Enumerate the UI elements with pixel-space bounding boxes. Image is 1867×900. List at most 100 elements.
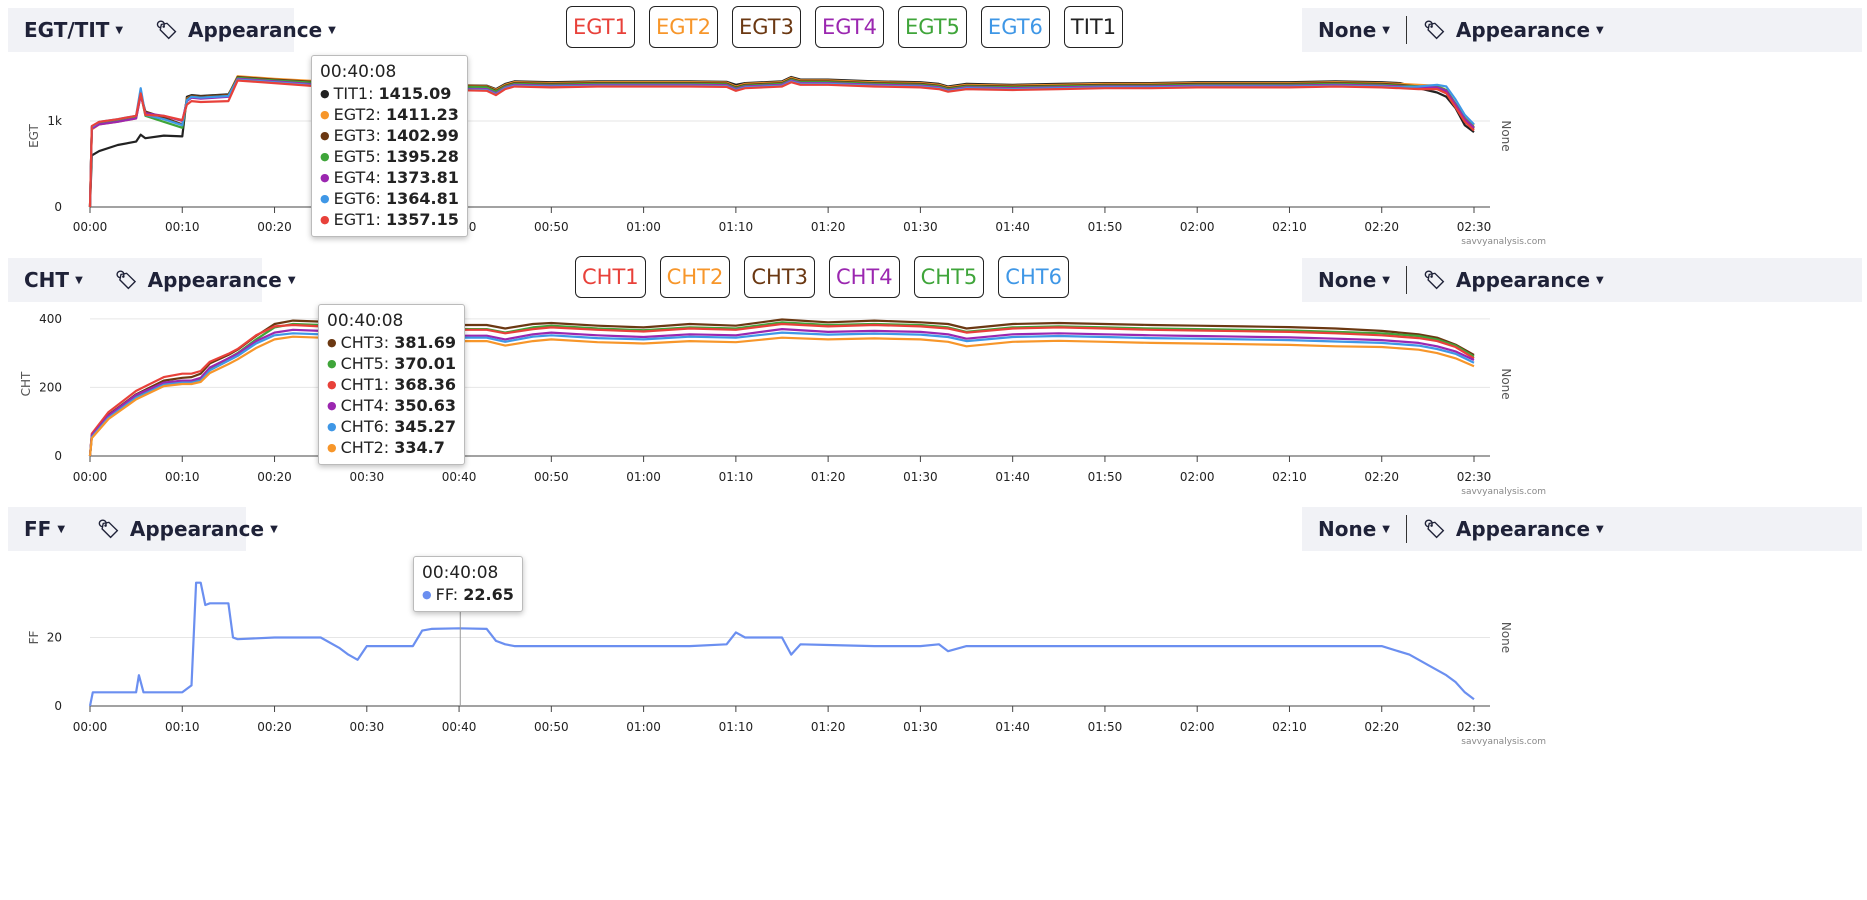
series-dot-icon: ● — [320, 150, 330, 163]
chevron-down-icon: ▼ — [1596, 24, 1604, 36]
chevron-down-icon: ▼ — [1382, 274, 1390, 286]
cht-toggle-cht2[interactable]: CHT2 — [659, 256, 731, 298]
x-tick-label: 00:00 — [73, 220, 108, 234]
ff-panel: FF ▼ 🏷 Appearance ▼ None ▼ 🏷 Appearance ▼ 0 20 0… — [0, 499, 1867, 799]
ff-left-controls: FF ▼ 🏷 Appearance ▼ — [8, 507, 278, 551]
tooltip-row: ● EGT6: 1364.81 — [320, 189, 459, 208]
tooltip-series-value: 334.7 — [394, 438, 445, 457]
x-tick-label: 00:50 — [534, 470, 569, 484]
ff-appearance-dropdown[interactable]: 🏷 Appearance ▼ — [81, 517, 294, 541]
tooltip-series-value: 1395.28 — [385, 147, 459, 166]
x-tick-label: 00:30 — [350, 470, 385, 484]
x-tick-label: 01:10 — [719, 470, 754, 484]
series-line-egt6 — [88, 78, 1475, 208]
tooltip-series-name: EGT6 — [333, 189, 376, 208]
series-dot-icon: ● — [320, 129, 330, 142]
tooltip-row: ● CHT5: 370.01 — [327, 354, 456, 373]
cht-chart[interactable]: 0 200 400 00:00 00:10 00:20 00:30 00:40 00:50 01:… — [0, 250, 1867, 550]
tooltip-row: ● TIT1: 1415.09 — [320, 84, 452, 103]
series-dot-icon: ● — [422, 588, 432, 601]
right-axis-title: None — [1499, 622, 1513, 653]
cht-toggle-cht3[interactable]: CHT3 — [744, 256, 815, 298]
series-dot-icon: ● — [327, 357, 337, 370]
cht-toggle-cht6[interactable]: CHT6 — [998, 256, 1069, 298]
tag-icon: 🏷 — [97, 518, 120, 540]
egt-series-dropdown[interactable]: EGT/TIT ▼ — [8, 18, 139, 42]
chevron-down-icon: ▼ — [328, 24, 336, 36]
x-tick-label: 00:20 — [257, 720, 292, 734]
tooltip-time: 00:40:08 — [320, 62, 397, 82]
tooltip-series-value: 1411.23 — [385, 105, 459, 124]
tooltip-series-name: CHT4 — [340, 396, 384, 415]
series-line-egt4 — [88, 77, 1475, 208]
chevron-down-icon: ▼ — [1596, 523, 1604, 535]
ff-series-dropdown[interactable]: FF ▼ — [8, 517, 81, 541]
egt-appearance-dropdown[interactable]: 🏷 Appearance ▼ — [139, 18, 352, 42]
tooltip-series-value: 1373.81 — [385, 168, 459, 187]
tooltip-series-name: CHT5 — [340, 354, 384, 373]
egt-panel: EGT/TIT ▼ 🏷 Appearance ▼ EGT1 EGT2 EGT3 EGT4 EG… — [0, 0, 1867, 300]
series-line-cht1 — [88, 322, 1475, 457]
cht-appearance-dropdown[interactable]: 🏷 Appearance ▼ — [99, 268, 312, 292]
egt-toggle-egt1[interactable]: EGT1 — [566, 6, 635, 48]
series-line-egt1 — [88, 79, 1475, 208]
series-line-egt2 — [88, 75, 1475, 208]
egt-toggle-egt6[interactable]: EGT6 — [980, 6, 1050, 48]
x-tick-label: 02:20 — [1364, 220, 1399, 234]
x-tick-label: 02:20 — [1364, 470, 1399, 484]
tag-icon: 🏷 — [1422, 518, 1446, 540]
egt-toggle-egt4[interactable]: EGT4 — [814, 6, 884, 48]
series-dot-icon: ● — [327, 336, 337, 349]
egt-toggle-tit1[interactable]: TIT1 — [1063, 6, 1124, 48]
x-tick-label: 01:40 — [995, 220, 1030, 234]
tooltip-series-name: FF — [435, 585, 453, 604]
tooltip-row: ● CHT3: 381.69 — [327, 333, 456, 352]
tooltip-series-name: EGT5 — [333, 147, 376, 166]
x-tick-label: 01:20 — [811, 470, 846, 484]
x-tick-label: 02:10 — [1272, 720, 1307, 734]
x-tick-label: 01:30 — [903, 720, 938, 734]
series-line-cht6 — [88, 331, 1475, 457]
cht-toggle-cht1[interactable]: CHT1 — [575, 256, 646, 298]
ff-right-appearance-dropdown[interactable]: 🏷 Appearance ▼ — [1407, 517, 1620, 541]
cht-right-axis-dropdown[interactable]: None ▼ — [1302, 268, 1406, 292]
x-tick-label: 02:30 — [1457, 470, 1492, 484]
egt-series-dropdown-label: EGT/TIT — [24, 18, 110, 42]
cht-toggle-cht5[interactable]: CHT5 — [913, 256, 985, 298]
ff-right-axis-dropdown[interactable]: None ▼ — [1302, 517, 1406, 541]
series-line-cht3 — [88, 318, 1475, 457]
chevron-down-icon: ▼ — [57, 523, 66, 535]
chevron-down-icon: ▼ — [1596, 274, 1604, 286]
cht-right-axis-label: None — [1318, 268, 1377, 292]
credit-text: savvyanalysis.com — [1461, 487, 1546, 497]
egt-appearance-label: Appearance — [187, 18, 323, 42]
x-tick-label: 01:50 — [1088, 470, 1123, 484]
cht-series-dropdown-label: CHT — [24, 268, 70, 292]
y-tick-label: 400 — [39, 312, 62, 326]
cht-right-appearance-dropdown[interactable]: 🏷 Appearance ▼ — [1407, 268, 1620, 292]
tag-icon: 🏷 — [155, 19, 178, 41]
series-dot-icon: ● — [320, 87, 330, 100]
cht-series-toggles: CHT1 CHT2 CHT3 CHT4 CHT5 CHT6 — [575, 256, 1069, 298]
series-line-egt3 — [88, 75, 1475, 208]
ff-chart[interactable]: 0 20 00:00 00:10 00:20 00:30 00:40 00:50 01:00 01… — [0, 499, 1867, 799]
cht-toggle-cht4[interactable]: CHT4 — [828, 256, 900, 298]
chevron-down-icon: ▼ — [1382, 523, 1390, 535]
egt-toggle-egt5[interactable]: EGT5 — [897, 6, 967, 48]
tooltip-series-name: EGT4 — [333, 168, 376, 187]
x-tick-label: 02:20 — [1364, 720, 1399, 734]
y-tick-label: 1k — [47, 114, 62, 128]
egt-right-appearance-dropdown[interactable]: 🏷 Appearance ▼ — [1407, 18, 1620, 42]
y-axis-title: FF — [27, 631, 41, 645]
y-tick-label: 20 — [47, 631, 62, 645]
ff-tooltip: 00:40:08 ● FF: 22.65 — [413, 556, 523, 612]
tooltip-series-value: 1402.99 — [385, 126, 459, 145]
egt-toggle-egt2[interactable]: EGT2 — [648, 6, 718, 48]
egt-toggle-egt3[interactable]: EGT3 — [731, 6, 801, 48]
cht-series-dropdown[interactable]: CHT ▼ — [8, 268, 99, 292]
tooltip-series-value: 1415.09 — [378, 84, 452, 103]
series-dot-icon: ● — [320, 213, 330, 226]
x-tick-label: 01:00 — [626, 220, 661, 234]
x-tick-label: 02:30 — [1457, 220, 1492, 234]
egt-right-axis-dropdown[interactable]: None ▼ — [1302, 18, 1406, 42]
